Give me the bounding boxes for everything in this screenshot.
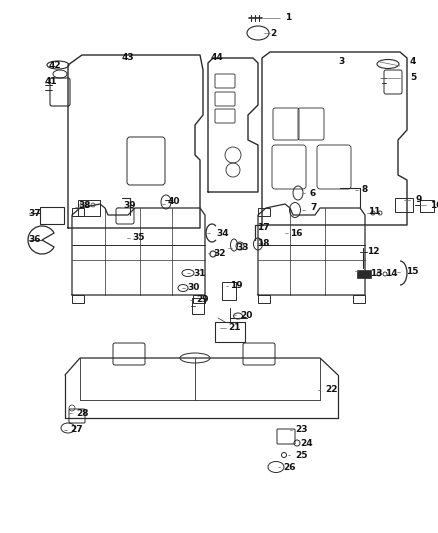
Bar <box>215 322 245 342</box>
Text: 19: 19 <box>230 281 243 290</box>
Bar <box>40 207 64 224</box>
Text: 29: 29 <box>196 295 208 304</box>
Text: 43: 43 <box>122 53 134 62</box>
Bar <box>258 208 270 216</box>
Text: 22: 22 <box>325 385 338 394</box>
Text: 2: 2 <box>270 28 276 37</box>
Text: 36: 36 <box>28 236 40 245</box>
Text: 44: 44 <box>211 53 224 62</box>
Text: 39: 39 <box>123 200 136 209</box>
Bar <box>395 198 413 212</box>
Text: 35: 35 <box>132 233 145 243</box>
Text: 25: 25 <box>295 450 307 459</box>
Text: 4: 4 <box>410 58 417 67</box>
Text: 7: 7 <box>310 204 316 213</box>
Bar <box>193 295 205 303</box>
Bar <box>222 282 236 300</box>
Text: 3: 3 <box>338 58 344 67</box>
Text: 20: 20 <box>240 311 252 319</box>
Text: 34: 34 <box>216 229 229 238</box>
Text: 41: 41 <box>45 77 58 86</box>
Text: 28: 28 <box>76 408 88 417</box>
Text: 5: 5 <box>410 74 416 83</box>
Text: 24: 24 <box>300 439 313 448</box>
Text: 18: 18 <box>257 238 269 247</box>
Bar <box>72 295 84 303</box>
Text: 23: 23 <box>295 425 307 434</box>
Text: 6: 6 <box>310 189 316 198</box>
Text: 13: 13 <box>370 269 382 278</box>
Bar <box>78 200 100 216</box>
Text: 11: 11 <box>368 207 381 216</box>
Text: 38: 38 <box>78 200 91 209</box>
Bar <box>192 298 204 314</box>
Text: 30: 30 <box>187 282 199 292</box>
Text: 26: 26 <box>283 463 296 472</box>
Text: 1: 1 <box>285 13 291 22</box>
Bar <box>353 295 365 303</box>
Text: 21: 21 <box>228 324 240 333</box>
Text: 14: 14 <box>385 269 398 278</box>
Text: 37: 37 <box>28 208 41 217</box>
Text: 17: 17 <box>257 223 270 232</box>
Bar <box>72 208 84 216</box>
Text: 16: 16 <box>290 229 303 238</box>
Text: 40: 40 <box>168 198 180 206</box>
Text: 27: 27 <box>70 425 83 434</box>
Text: 10: 10 <box>430 200 438 209</box>
Text: 8: 8 <box>362 185 368 195</box>
Bar <box>258 295 270 303</box>
Bar <box>420 200 434 212</box>
Text: 32: 32 <box>213 248 226 257</box>
Text: 12: 12 <box>367 247 379 256</box>
Text: 31: 31 <box>193 269 205 278</box>
Text: 9: 9 <box>415 196 421 205</box>
Text: 33: 33 <box>236 244 248 253</box>
Text: 42: 42 <box>49 61 62 70</box>
Text: 15: 15 <box>406 268 418 277</box>
Bar <box>357 270 371 278</box>
